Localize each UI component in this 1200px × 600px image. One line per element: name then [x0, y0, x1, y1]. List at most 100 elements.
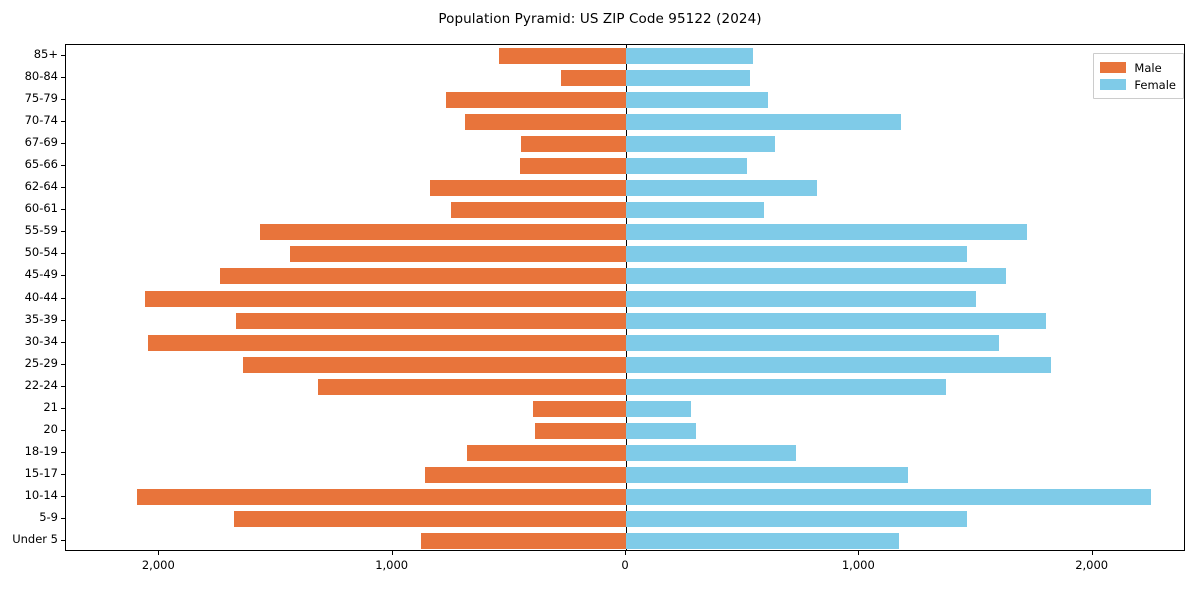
- y-axis-tick: [61, 517, 65, 519]
- y-axis-label-60-61: 60-61: [24, 201, 58, 216]
- bar-male-67-69: [521, 136, 626, 153]
- bar-female-15-17: [626, 466, 909, 483]
- x-axis-label: 0: [621, 558, 629, 572]
- y-axis-label-35-39: 35-39: [24, 311, 58, 326]
- bar-female-67-69: [626, 136, 776, 153]
- y-axis-label-10-14: 10-14: [24, 487, 58, 502]
- y-axis-label-55-59: 55-59: [24, 223, 58, 238]
- legend-swatch-male: [1100, 62, 1127, 73]
- y-axis-tick: [61, 231, 65, 233]
- y-axis-label-40-44: 40-44: [24, 289, 58, 304]
- bar-male-62-64: [430, 180, 626, 197]
- y-axis-label-45-49: 45-49: [24, 267, 58, 282]
- bar-male-80-84: [560, 70, 626, 87]
- x-axis-label: 2,000: [141, 558, 175, 572]
- x-axis-tick: [158, 551, 160, 555]
- y-axis-label-18-19: 18-19: [24, 443, 58, 458]
- bar-female-30-34: [626, 334, 1000, 351]
- bar-male-35-39: [236, 312, 626, 329]
- x-axis-tick: [625, 551, 626, 555]
- bar-female-10-14: [626, 488, 1152, 505]
- legend-label-male: Male: [1134, 60, 1162, 75]
- x-axis-label: 2,000: [1075, 558, 1109, 572]
- x-axis-tick: [858, 551, 860, 555]
- bar-female-21: [626, 400, 692, 417]
- y-axis-tick: [61, 407, 65, 409]
- y-axis-label-85-: 85+: [33, 47, 58, 62]
- bar-female-40-44: [626, 290, 976, 307]
- x-axis-tick: [391, 551, 393, 555]
- bar-female-65-66: [626, 158, 748, 175]
- bar-male-25-29: [243, 356, 626, 373]
- y-axis-tick: [61, 99, 65, 101]
- bar-female-5-9: [626, 510, 967, 527]
- bar-female-55-59: [626, 224, 1028, 241]
- y-axis-label-80-84: 80-84: [24, 69, 58, 84]
- bar-male-85-: [498, 48, 626, 65]
- y-axis-tick: [61, 143, 65, 145]
- y-axis-tick: [61, 165, 65, 167]
- y-axis-tick: [61, 275, 65, 277]
- bar-female-60-61: [626, 202, 764, 219]
- chart-title: Population Pyramid: US ZIP Code 95122 (2…: [438, 11, 762, 27]
- bar-male-70-74: [465, 114, 626, 131]
- bar-female-22-24: [626, 378, 946, 395]
- y-axis-tick: [61, 385, 65, 387]
- y-axis-tick: [61, 341, 65, 343]
- bar-male-20: [535, 422, 626, 439]
- bar-male-65-66: [519, 158, 626, 175]
- bar-male-30-34: [147, 334, 626, 351]
- x-axis-label: 1,000: [375, 558, 409, 572]
- y-axis-label-65-66: 65-66: [24, 157, 58, 172]
- y-axis-tick: [61, 187, 65, 189]
- bar-female-50-54: [626, 246, 967, 263]
- y-axis-label-21: 21: [43, 399, 58, 414]
- y-axis-tick: [61, 363, 65, 365]
- bar-female-70-74: [626, 114, 902, 131]
- y-axis-label-67-69: 67-69: [24, 135, 58, 150]
- chart-legend: Male Female: [1093, 53, 1184, 99]
- bar-female-80-84: [626, 70, 750, 87]
- bar-male-5-9: [234, 510, 626, 527]
- bar-male-55-59: [259, 224, 626, 241]
- y-axis-label-22-24: 22-24: [24, 377, 58, 392]
- bar-female-45-49: [626, 268, 1007, 285]
- bar-male-45-49: [220, 268, 626, 285]
- bar-female-62-64: [626, 180, 818, 197]
- y-axis-label-15-17: 15-17: [24, 465, 58, 480]
- bar-male-60-61: [451, 202, 626, 219]
- legend-item-male[interactable]: Male: [1100, 59, 1176, 76]
- x-axis-label: 1,000: [841, 558, 875, 572]
- bar-female-18-19: [626, 444, 797, 461]
- y-axis-tick: [61, 209, 65, 211]
- bar-female-25-29: [626, 356, 1051, 373]
- legend-item-female[interactable]: Female: [1100, 76, 1176, 93]
- y-axis-tick: [61, 451, 65, 453]
- y-axis-label-50-54: 50-54: [24, 245, 58, 260]
- y-axis-tick: [61, 55, 65, 57]
- bar-female-20: [626, 422, 696, 439]
- bar-female-75-79: [626, 92, 769, 109]
- y-axis-label-75-79: 75-79: [24, 91, 58, 106]
- y-axis-tick: [61, 473, 65, 475]
- y-axis-tick: [61, 495, 65, 497]
- bar-male-40-44: [145, 290, 626, 307]
- y-axis-label-70-74: 70-74: [24, 113, 58, 128]
- y-axis-tick: [61, 77, 65, 79]
- bar-male-15-17: [425, 466, 626, 483]
- x-axis-tick: [1091, 551, 1093, 555]
- bar-male-21: [532, 400, 626, 417]
- bar-male-under-5: [420, 532, 626, 549]
- bar-male-22-24: [318, 378, 626, 395]
- y-axis-tick: [61, 297, 65, 299]
- bar-female-under-5: [626, 532, 899, 549]
- y-axis-label-5-9: 5-9: [39, 509, 58, 524]
- legend-swatch-female: [1100, 79, 1127, 90]
- bar-male-50-54: [290, 246, 626, 263]
- bar-male-10-14: [137, 488, 626, 505]
- y-axis-label-30-34: 30-34: [24, 333, 58, 348]
- y-axis-tick: [61, 429, 65, 431]
- y-axis-tick: [61, 121, 65, 123]
- y-axis-tick: [61, 253, 65, 255]
